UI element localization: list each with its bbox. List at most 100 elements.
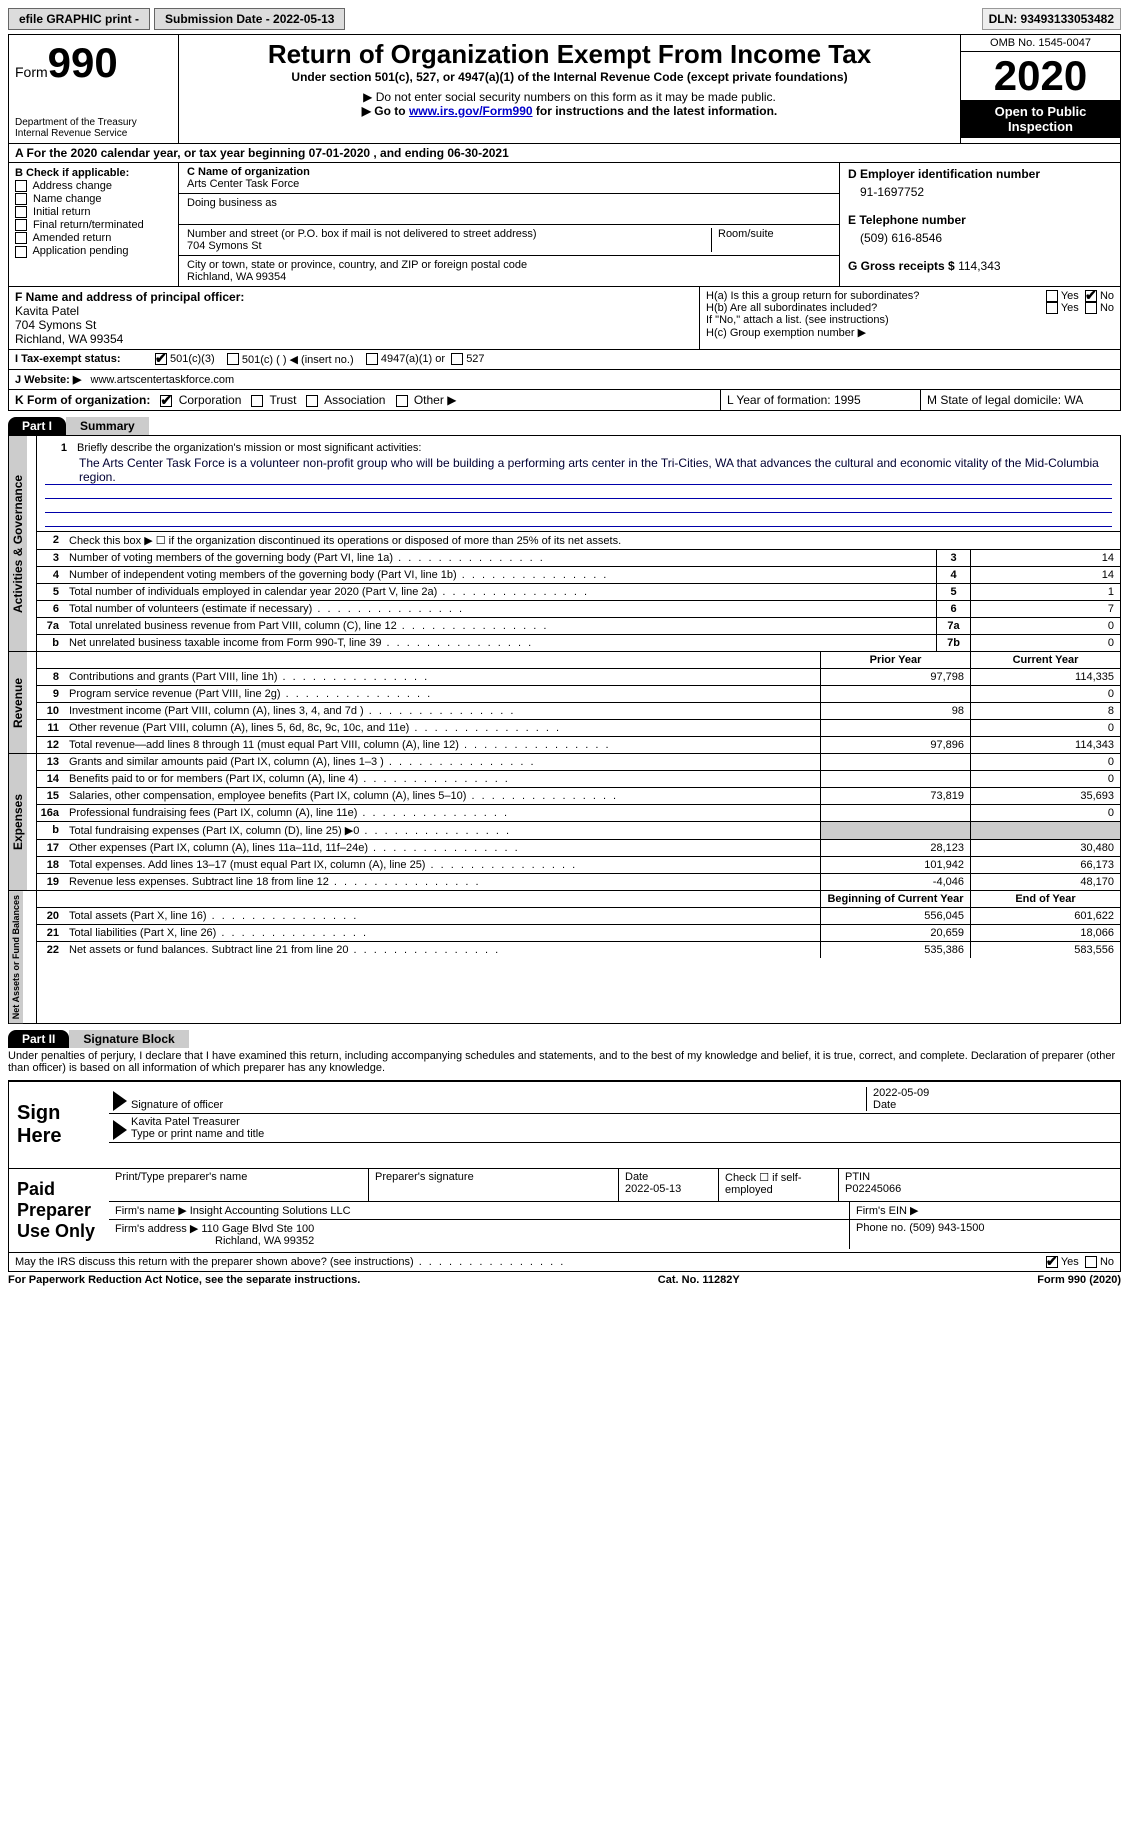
trust-checkbox[interactable] bbox=[251, 395, 263, 407]
city-label: City or town, state or province, country… bbox=[187, 259, 831, 271]
row-fh: F Name and address of principal officer:… bbox=[8, 287, 1121, 350]
phone-value: (509) 616-8546 bbox=[860, 231, 1112, 245]
submission-date-button[interactable]: Submission Date - 2022-05-13 bbox=[154, 8, 345, 30]
checkbox[interactable] bbox=[15, 246, 27, 258]
hb-no-checkbox[interactable] bbox=[1085, 302, 1097, 314]
501c-checkbox[interactable] bbox=[227, 353, 239, 365]
org-name-label: C Name of organization bbox=[187, 166, 831, 178]
checkbox[interactable] bbox=[15, 193, 27, 205]
q2-text: Check this box ▶ ☐ if the organization d… bbox=[65, 532, 1120, 549]
col-b-item: Name change bbox=[15, 193, 172, 205]
summary-row: 22Net assets or fund balances. Subtract … bbox=[37, 942, 1120, 958]
discuss-text: May the IRS discuss this return with the… bbox=[15, 1256, 1046, 1268]
firm-addr1: 110 Gage Blvd Ste 100 bbox=[201, 1223, 314, 1235]
checkbox[interactable] bbox=[15, 206, 27, 218]
side-revenue: Revenue bbox=[9, 652, 27, 753]
ha-yes-checkbox[interactable] bbox=[1046, 290, 1058, 302]
column-b: B Check if applicable: Address change Na… bbox=[9, 163, 179, 286]
discuss-yes-checkbox[interactable] bbox=[1046, 1256, 1058, 1268]
summary-revenue: Revenue Prior YearCurrent Year 8Contribu… bbox=[8, 652, 1121, 754]
other-checkbox[interactable] bbox=[396, 395, 408, 407]
col-b-item: Final return/terminated bbox=[15, 219, 172, 231]
no-label2: No bbox=[1100, 302, 1114, 314]
discuss-row: May the IRS discuss this return with the… bbox=[8, 1253, 1121, 1272]
footer-left: For Paperwork Reduction Act Notice, see … bbox=[8, 1274, 360, 1286]
type-name-label: Type or print name and title bbox=[131, 1128, 264, 1140]
omb-label: OMB No. 1545-0047 bbox=[961, 35, 1120, 52]
officer-addr2: Richland, WA 99354 bbox=[15, 332, 693, 346]
website-value: www.artscentertaskforce.com bbox=[91, 374, 235, 386]
summary-expenses: Expenses 13Grants and similar amounts pa… bbox=[8, 754, 1121, 891]
part2-header: Part II bbox=[8, 1030, 69, 1048]
officer-sig-name: Kavita Patel Treasurer bbox=[131, 1116, 264, 1128]
inspection-band: Open to Public Inspection bbox=[961, 100, 1120, 138]
irs-label: Internal Revenue Service bbox=[15, 128, 172, 139]
discuss-no-checkbox[interactable] bbox=[1085, 1256, 1097, 1268]
q1-label: Briefly describe the organization's miss… bbox=[73, 440, 1112, 456]
self-employed-label: Check ☐ if self-employed bbox=[719, 1169, 839, 1201]
col-b-item: Address change bbox=[15, 180, 172, 192]
checkbox[interactable] bbox=[15, 219, 27, 231]
column-d: D Employer identification number 91-1697… bbox=[840, 163, 1120, 286]
501c-label: 501(c) ( ) ◀ (insert no.) bbox=[242, 353, 354, 366]
top-bar: efile GRAPHIC print - Submission Date - … bbox=[8, 8, 1121, 30]
form-header: Form990 Department of the Treasury Inter… bbox=[8, 34, 1121, 144]
assoc-checkbox[interactable] bbox=[306, 395, 318, 407]
ptin-label: PTIN bbox=[845, 1171, 1114, 1183]
checkbox[interactable] bbox=[15, 232, 27, 244]
discuss-yes: Yes bbox=[1061, 1256, 1079, 1268]
summary-row: 12Total revenue—add lines 8 through 11 (… bbox=[37, 737, 1120, 753]
firm-phone-label: Phone no. bbox=[856, 1222, 906, 1234]
summary-row: 16aProfessional fundraising fees (Part I… bbox=[37, 805, 1120, 822]
501c3-checkbox[interactable] bbox=[155, 353, 167, 365]
4947-checkbox[interactable] bbox=[366, 353, 378, 365]
checkbox[interactable] bbox=[15, 180, 27, 192]
year-formation: L Year of formation: 1995 bbox=[720, 390, 920, 410]
mission-text: The Arts Center Task Force is a voluntee… bbox=[45, 456, 1112, 485]
addr-label: Number and street (or P.O. box if mail i… bbox=[187, 228, 711, 240]
efile-button[interactable]: efile GRAPHIC print - bbox=[8, 8, 150, 30]
form-title: Return of Organization Exempt From Incom… bbox=[189, 39, 950, 70]
ha-no-checkbox[interactable] bbox=[1085, 290, 1097, 302]
footer-right: Form 990 (2020) bbox=[1037, 1274, 1121, 1286]
note-link: ▶ Go to www.irs.gov/Form990 for instruct… bbox=[189, 104, 950, 118]
summary-row: 20Total assets (Part X, line 16)556,0456… bbox=[37, 908, 1120, 925]
summary-row: 9Program service revenue (Part VIII, lin… bbox=[37, 686, 1120, 703]
part2-title: Signature Block bbox=[69, 1030, 188, 1048]
tax-status-label: I Tax-exempt status: bbox=[15, 353, 155, 366]
part1-title: Summary bbox=[66, 417, 149, 435]
sign-date-value: 2022-05-09 bbox=[873, 1087, 1116, 1099]
end-year-hdr: End of Year bbox=[970, 891, 1120, 907]
form-number: Form990 bbox=[15, 39, 172, 87]
summary-row: 11Other revenue (Part VIII, column (A), … bbox=[37, 720, 1120, 737]
dba-label: Doing business as bbox=[187, 197, 831, 209]
hb-yes-checkbox[interactable] bbox=[1046, 302, 1058, 314]
side-net: Net Assets or Fund Balances bbox=[9, 891, 23, 1023]
corp-checkbox[interactable] bbox=[160, 395, 172, 407]
arrow-icon-2 bbox=[113, 1120, 127, 1140]
527-label: 527 bbox=[466, 353, 484, 366]
summary-row: 6Total number of volunteers (estimate if… bbox=[37, 601, 1120, 618]
hc-label: H(c) Group exemption number ▶ bbox=[706, 326, 1114, 339]
ha-label: H(a) Is this a group return for subordin… bbox=[706, 290, 1046, 302]
summary-row: 17Other expenses (Part IX, column (A), l… bbox=[37, 840, 1120, 857]
ein-value: 91-1697752 bbox=[860, 185, 1112, 199]
dln-label: DLN: 93493133053482 bbox=[982, 8, 1121, 30]
firm-addr-label: Firm's address ▶ bbox=[115, 1223, 198, 1235]
paid-preparer-label: Paid Preparer Use Only bbox=[9, 1169, 109, 1252]
summary-row: bNet unrelated business taxable income f… bbox=[37, 635, 1120, 651]
footer: For Paperwork Reduction Act Notice, see … bbox=[8, 1272, 1121, 1286]
527-checkbox[interactable] bbox=[451, 353, 463, 365]
form-subtitle: Under section 501(c), 527, or 4947(a)(1)… bbox=[189, 70, 950, 84]
beg-year-hdr: Beginning of Current Year bbox=[820, 891, 970, 907]
section-a: A For the 2020 calendar year, or tax yea… bbox=[8, 144, 1121, 163]
irs-link[interactable]: www.irs.gov/Form990 bbox=[409, 104, 533, 118]
col-b-item: Amended return bbox=[15, 232, 172, 244]
form-org-label: K Form of organization: bbox=[15, 393, 150, 407]
prep-sig-label: Preparer's signature bbox=[375, 1171, 612, 1183]
prep-name-label: Print/Type preparer's name bbox=[115, 1171, 362, 1183]
corp-label: Corporation bbox=[179, 393, 242, 407]
part1-header: Part I bbox=[8, 417, 66, 435]
summary-row: 18Total expenses. Add lines 13–17 (must … bbox=[37, 857, 1120, 874]
summary-row: 10Investment income (Part VIII, column (… bbox=[37, 703, 1120, 720]
